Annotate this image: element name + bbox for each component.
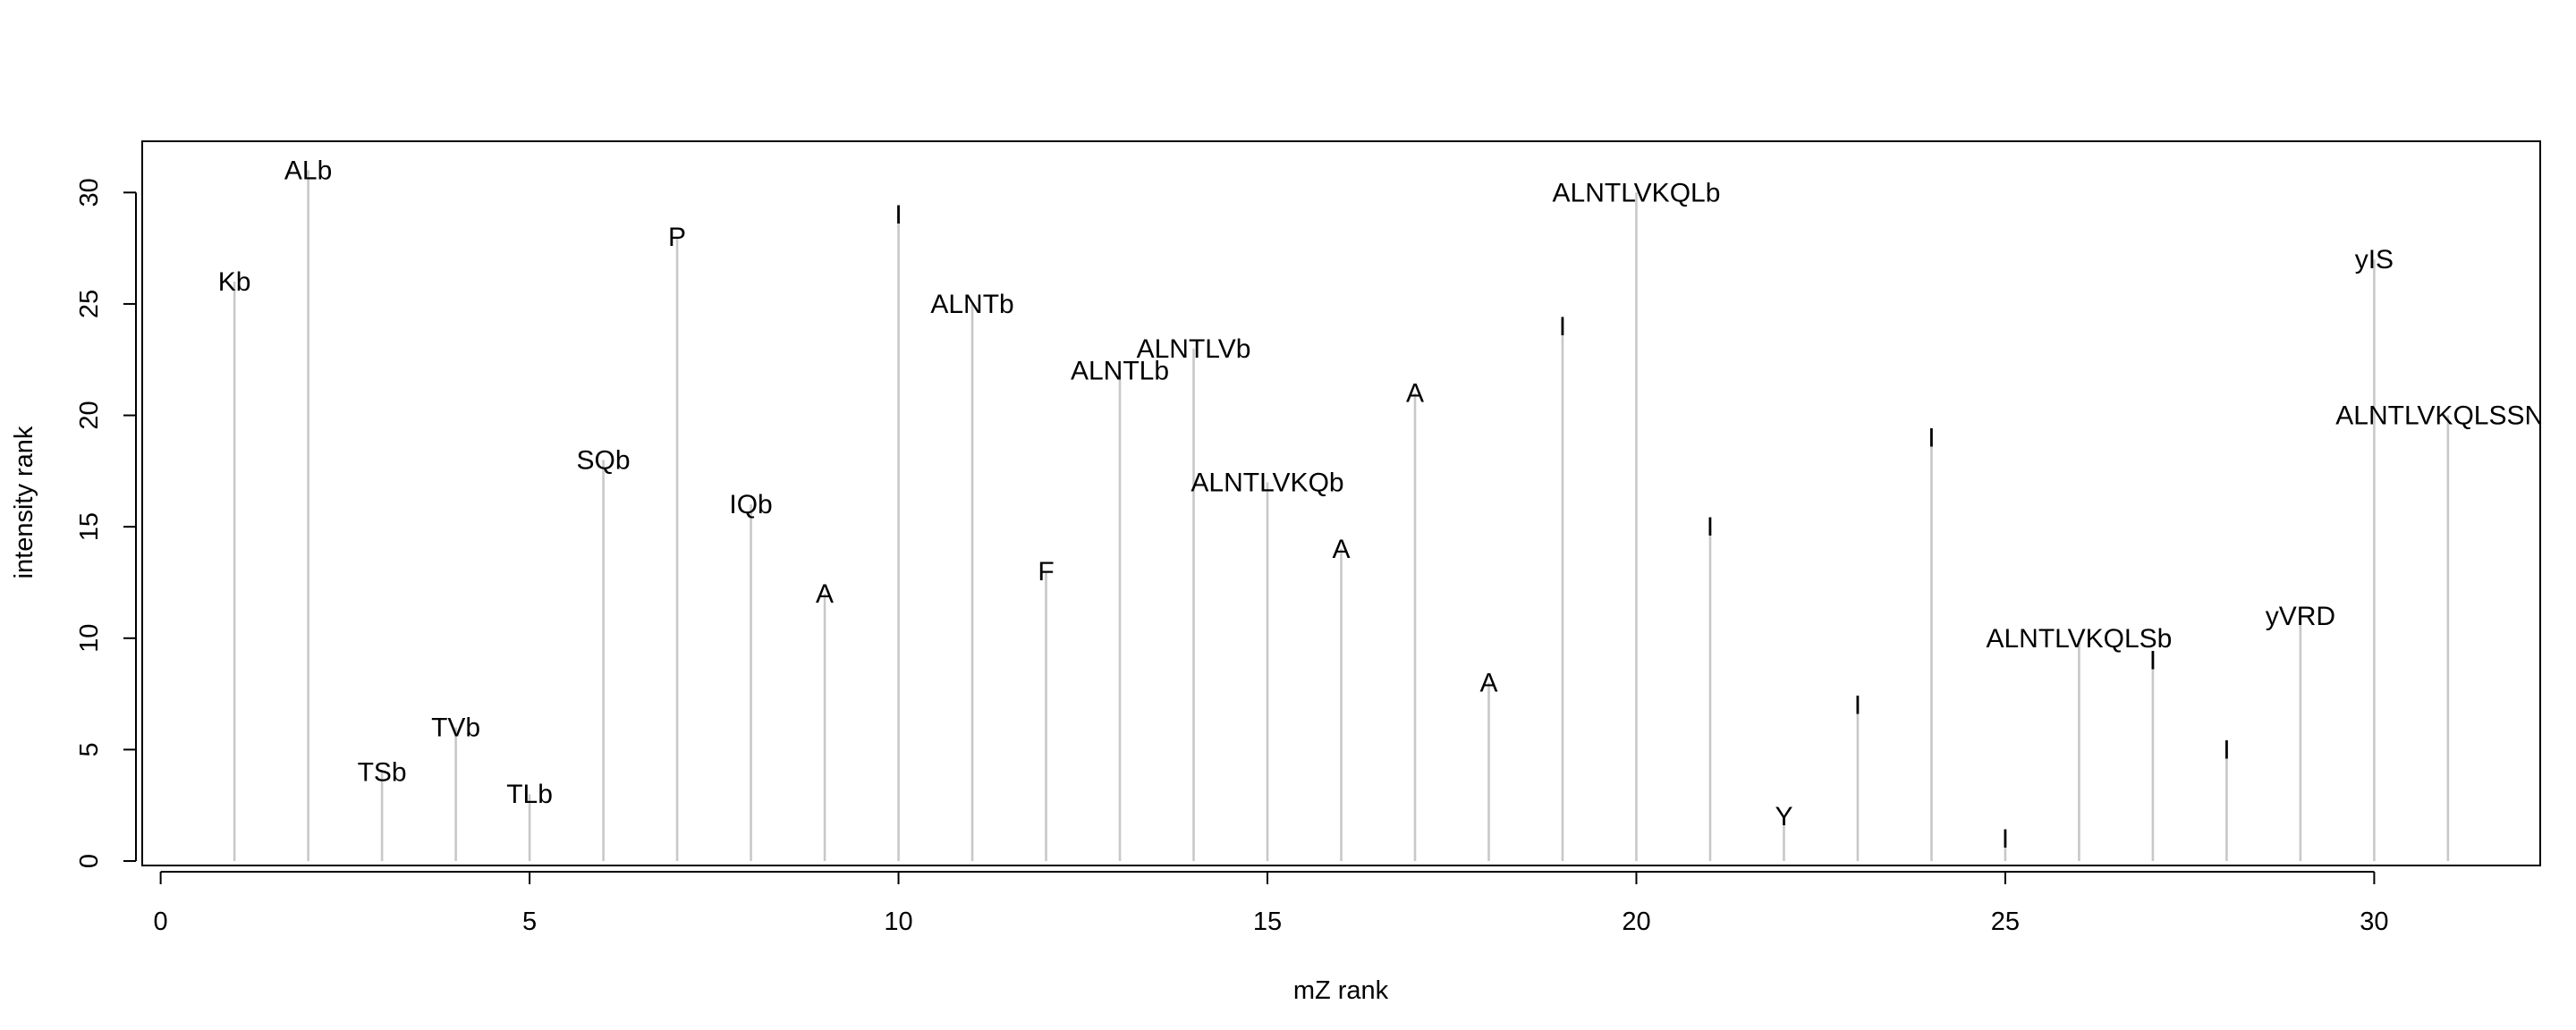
peak-label-24: I <box>1928 423 1935 452</box>
peak-label-18: A <box>1479 669 1497 698</box>
y-tick-label-30: 30 <box>75 178 104 207</box>
x-tick-label-10: 10 <box>884 908 912 936</box>
peak-label-16: A <box>1332 535 1350 564</box>
peak-label-29: yVRD <box>2266 602 2335 631</box>
x-tick-label-0: 0 <box>154 908 168 936</box>
y-axis: 0 5 10 15 20 25 30 <box>75 178 137 868</box>
peak-label-5: TLb <box>506 780 553 809</box>
y-tick-label-25: 25 <box>75 290 104 318</box>
peak-label-8: IQb <box>729 490 772 519</box>
peak-label-26: ALNTLVKQLSb <box>1986 624 2172 654</box>
peak-label-1: Kb <box>218 267 251 297</box>
x-axis-title: mZ rank <box>1293 976 1389 1005</box>
peak-label-17: A <box>1406 379 1424 409</box>
peak-label-25: I <box>2002 824 2009 854</box>
peak-label-10: I <box>894 200 902 230</box>
peak-label-13: ALNTLb <box>1071 357 1169 386</box>
y-tick-label-20: 20 <box>75 401 104 429</box>
peak-label-23: I <box>1854 691 1861 721</box>
y-axis-title: intensity rank <box>10 426 38 578</box>
peak-label-9: A <box>816 579 834 609</box>
peak-label-2: ALb <box>284 156 332 185</box>
peak-label-31: ALNTLVKQLSSNF <box>2335 401 2560 431</box>
x-tick-label-30: 30 <box>2360 908 2388 936</box>
peak-labels: KbALbTSbTVbTLbSQbPIQbAIALNTbFALNTLbALNTL… <box>218 156 2560 854</box>
x-axis: 0 5 10 15 20 25 30 <box>154 871 2389 936</box>
peak-label-30: yIS <box>2355 245 2394 274</box>
peak-label-4: TVb <box>431 713 480 742</box>
peak-label-15: ALNTLVKQb <box>1191 468 1343 497</box>
peak-label-12: F <box>1038 557 1054 587</box>
y-tick-label-0: 0 <box>75 854 104 868</box>
peak-label-20: ALNTLVKQLb <box>1553 178 1721 207</box>
peak-label-21: I <box>1707 512 1714 542</box>
peak-label-6: SQb <box>577 445 631 475</box>
peak-label-19: I <box>1559 312 1566 342</box>
x-tick-label-15: 15 <box>1253 908 1282 936</box>
peak-label-14: ALNTLVb <box>1137 334 1251 364</box>
x-tick-label-5: 5 <box>522 908 537 936</box>
peak-label-11: ALNTb <box>930 290 1013 319</box>
plot-frame <box>141 140 2541 866</box>
peak-label-27: I <box>2149 646 2157 676</box>
y-tick-label-15: 15 <box>75 512 104 541</box>
x-tick-label-20: 20 <box>1622 908 1650 936</box>
y-tick-label-5: 5 <box>75 742 104 756</box>
peak-label-3: TSb <box>358 757 407 787</box>
peak-label-28: I <box>2223 735 2230 764</box>
peak-sticks <box>233 170 2450 862</box>
peak-label-7: P <box>668 223 686 252</box>
y-tick-label-10: 10 <box>75 624 104 653</box>
x-tick-label-25: 25 <box>1991 908 2020 936</box>
peak-label-22: Y <box>1775 802 1792 832</box>
